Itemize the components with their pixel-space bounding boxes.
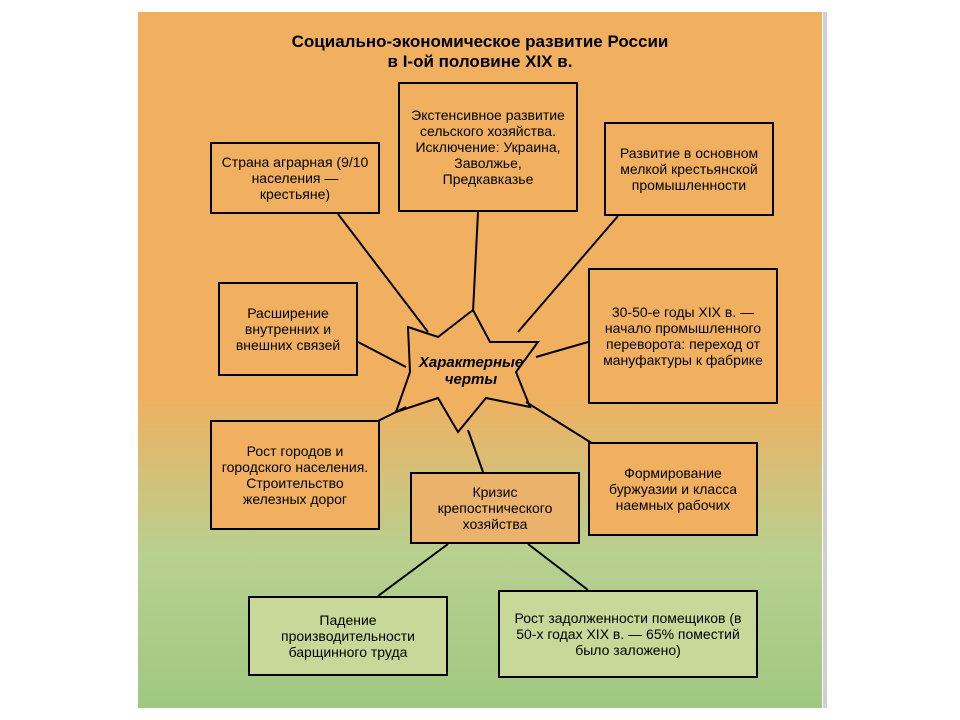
edge-center-b5 bbox=[536, 342, 588, 357]
box-bourgeoisie-formation: Формирование буржуазии и класса наемных … bbox=[588, 442, 758, 536]
box-extensive-agriculture: Экстенсивное развитие сельского хозяйств… bbox=[398, 82, 578, 212]
box-agrarian-country: Страна аграрная (9/10 населения — кресть… bbox=[210, 142, 380, 214]
box-small-peasant-industry: Развитие в основном мелкой крестьянской … bbox=[604, 122, 774, 216]
box-text: Формирование буржуазии и класса наемных … bbox=[598, 465, 748, 513]
edge-center-b7 bbox=[468, 430, 483, 472]
box-text: Падение производительности барщинного тр… bbox=[258, 612, 438, 660]
box-text: Рост задолженности помещиков (в 50-х год… bbox=[508, 610, 748, 658]
edge-center-b4 bbox=[358, 342, 406, 367]
center-label-line2: черты bbox=[445, 371, 497, 388]
box-corvee-productivity-fall: Падение производительности барщинного тр… bbox=[248, 596, 448, 676]
edge-center-b8 bbox=[526, 402, 598, 447]
box-landlord-debt-growth: Рост задолженности помещиков (в 50-х год… bbox=[498, 590, 758, 678]
page-title: Социально-экономическое развитие России … bbox=[138, 32, 822, 71]
box-text: Рост городов и городского населения. Стр… bbox=[220, 443, 370, 507]
title-line2: в I-ой половине XIX в. bbox=[388, 52, 573, 71]
center-label-line1: Характерные bbox=[419, 354, 523, 371]
box-text: Экстенсивное развитие сельского хозяйств… bbox=[408, 107, 568, 187]
title-line1: Социально-экономическое развитие России bbox=[292, 32, 669, 51]
box-expanding-ties: Расширение внутренних и внешних связей bbox=[218, 282, 358, 376]
box-industrial-revolution: 30-50-е годы XIX в. — начало промышленно… bbox=[588, 268, 778, 404]
center-label: Характерные черты bbox=[406, 355, 536, 388]
edge-b7-b9 bbox=[378, 544, 448, 596]
box-text: Кризис крепостнического хозяйства bbox=[420, 484, 570, 532]
box-serfdom-crisis: Кризис крепостнического хозяйства bbox=[410, 472, 580, 544]
right-margin-bar bbox=[823, 12, 827, 708]
box-text: 30-50-е годы XIX в. — начало промышленно… bbox=[598, 304, 768, 368]
edge-center-b2 bbox=[473, 212, 478, 312]
edge-b7-b10 bbox=[528, 544, 588, 590]
box-urban-growth: Рост городов и городского населения. Стр… bbox=[210, 420, 380, 530]
diagram-page: Социально-экономическое развитие России … bbox=[138, 12, 822, 708]
box-text: Страна аграрная (9/10 населения — кресть… bbox=[220, 154, 370, 202]
box-text: Расширение внутренних и внешних связей bbox=[228, 305, 348, 353]
box-text: Развитие в основном мелкой крестьянской … bbox=[614, 145, 764, 193]
